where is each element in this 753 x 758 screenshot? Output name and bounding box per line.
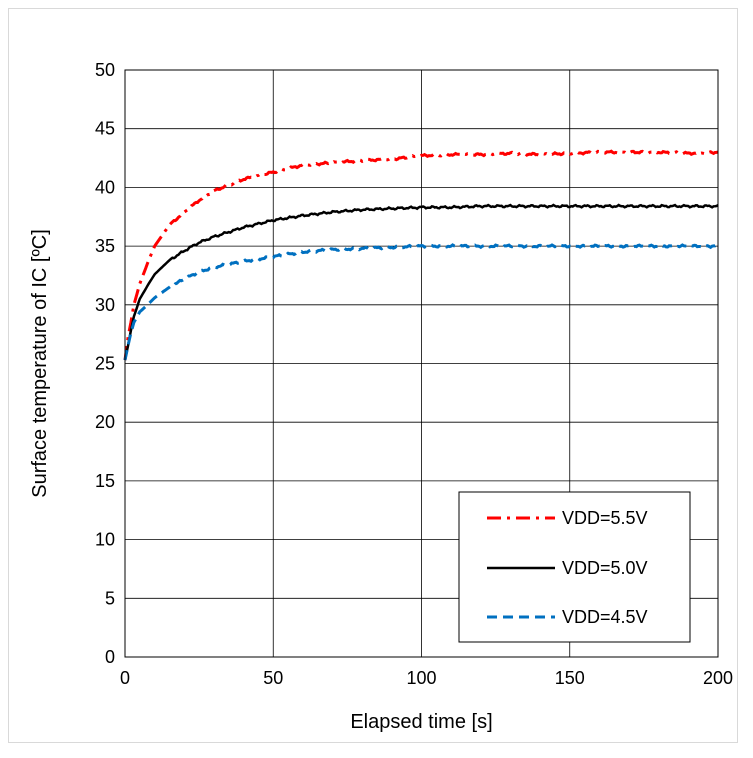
y-axis-title: Surface temperature of IC [ºC]	[29, 229, 51, 498]
x-tick-label: 100	[406, 668, 436, 688]
y-tick-label: 15	[95, 471, 115, 491]
y-tick-label: 5	[105, 588, 115, 608]
y-tick-labels: 0 5 10 15 20 25 30 35 40 45 50	[95, 60, 115, 667]
y-tick-label: 30	[95, 295, 115, 315]
y-tick-label: 0	[105, 647, 115, 667]
x-axis-title: Elapsed time [s]	[350, 711, 492, 733]
series-lines	[123, 149, 719, 361]
y-tick-label: 25	[95, 354, 115, 374]
y-tick-label: 35	[95, 236, 115, 256]
y-tick-label: 20	[95, 412, 115, 432]
plot-border	[124, 69, 719, 658]
legend-label-vdd-4-5v: VDD=4.5V	[562, 607, 648, 627]
y-tick-label: 40	[95, 177, 115, 197]
x-tick-label: 0	[120, 668, 130, 688]
x-tick-label: 150	[555, 668, 585, 688]
series-line-vdd-5-5v	[123, 149, 719, 361]
legend-label-vdd-5-5v: VDD=5.5V	[562, 508, 648, 528]
x-tick-label: 50	[263, 668, 283, 688]
legend-label-vdd-5-0v: VDD=5.0V	[562, 558, 648, 578]
x-tick-labels: 0 50 100 150 200	[120, 668, 733, 688]
series-line-vdd-4-5v	[123, 243, 719, 361]
x-tick-label: 200	[703, 668, 733, 688]
y-tick-label: 45	[95, 119, 115, 139]
series-line-vdd-5-0v	[123, 203, 719, 361]
legend: VDD=5.5V VDD=5.0V VDD=4.5V	[458, 491, 691, 643]
y-tick-label: 50	[95, 60, 115, 80]
y-tick-label: 10	[95, 530, 115, 550]
